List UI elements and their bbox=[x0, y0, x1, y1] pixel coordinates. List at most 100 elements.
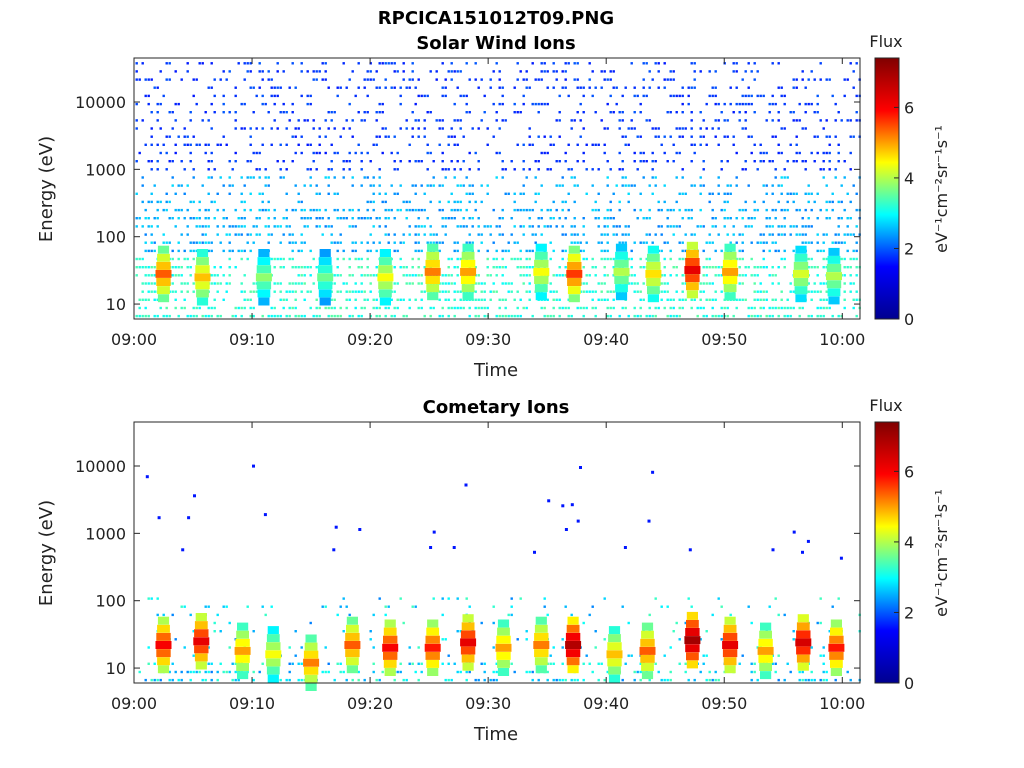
background-cell bbox=[528, 282, 531, 285]
background-cell bbox=[438, 184, 441, 187]
background-cell bbox=[363, 176, 366, 179]
background-cell bbox=[354, 306, 357, 310]
background-cell bbox=[201, 314, 204, 318]
background-cell bbox=[633, 670, 636, 674]
background-cell bbox=[735, 184, 738, 187]
background-cell bbox=[246, 233, 249, 236]
background-cell bbox=[351, 119, 354, 122]
background-cell bbox=[594, 208, 597, 212]
background-cell bbox=[417, 217, 420, 220]
background-cell bbox=[642, 94, 645, 98]
background-cell bbox=[189, 111, 192, 114]
background-cell bbox=[180, 208, 183, 212]
background-cell bbox=[195, 143, 198, 146]
background-cell bbox=[771, 62, 774, 65]
background-cell bbox=[660, 233, 663, 236]
background-cell bbox=[432, 306, 435, 310]
background-cell bbox=[597, 217, 600, 220]
background-cell bbox=[546, 168, 549, 171]
background-cell bbox=[399, 86, 402, 89]
background-cell bbox=[609, 314, 612, 318]
background-cell bbox=[309, 143, 312, 146]
background-cell bbox=[819, 678, 822, 682]
background-cell bbox=[288, 678, 291, 682]
background-cell bbox=[690, 217, 693, 220]
background-cell bbox=[744, 111, 747, 114]
background-cell bbox=[390, 298, 393, 301]
background-cell bbox=[819, 168, 822, 171]
background-cell bbox=[522, 266, 525, 269]
background-cell bbox=[240, 290, 243, 293]
background-cell bbox=[795, 86, 798, 89]
background-cell bbox=[702, 160, 705, 163]
background-cell bbox=[714, 225, 717, 228]
background-cell bbox=[201, 233, 204, 236]
background-cell bbox=[699, 282, 702, 285]
background-cell bbox=[510, 605, 513, 608]
background-cell bbox=[555, 160, 558, 163]
background-cell bbox=[501, 298, 504, 301]
background-cell bbox=[483, 290, 486, 293]
background-cell bbox=[402, 274, 405, 277]
background-cell bbox=[180, 78, 183, 81]
burst-mark bbox=[234, 622, 251, 680]
background-cell bbox=[600, 662, 603, 665]
burst-mark bbox=[317, 249, 334, 306]
background-cell bbox=[213, 298, 216, 301]
background-cell bbox=[777, 306, 780, 310]
background-cell bbox=[402, 678, 405, 682]
background-cell bbox=[183, 135, 186, 138]
background-cell bbox=[408, 225, 411, 228]
background-cell bbox=[462, 94, 465, 98]
background-cell bbox=[423, 94, 426, 98]
background-cell bbox=[750, 621, 753, 625]
background-cell bbox=[621, 605, 624, 608]
background-cell bbox=[285, 127, 288, 130]
background-cell bbox=[456, 597, 459, 600]
background-cell bbox=[738, 102, 741, 106]
background-cell bbox=[708, 192, 711, 195]
background-cell bbox=[240, 249, 243, 253]
background-cell bbox=[144, 249, 147, 253]
background-cell bbox=[771, 298, 774, 301]
background-cell bbox=[717, 266, 720, 269]
background-cell bbox=[702, 266, 705, 269]
background-cell bbox=[438, 208, 441, 212]
background-cell bbox=[333, 306, 336, 310]
background-cell bbox=[228, 670, 231, 674]
background-cell bbox=[399, 597, 402, 600]
background-cell bbox=[756, 314, 759, 318]
background-cell bbox=[228, 249, 231, 253]
background-cell bbox=[279, 176, 282, 179]
background-cell bbox=[456, 184, 459, 187]
background-cell bbox=[585, 282, 588, 285]
background-cell bbox=[735, 298, 738, 301]
background-cell bbox=[333, 314, 336, 318]
background-cell bbox=[522, 94, 525, 98]
background-cell bbox=[498, 217, 501, 220]
background-cell bbox=[735, 70, 738, 73]
background-cell bbox=[372, 298, 375, 301]
background-cell bbox=[600, 86, 603, 89]
background-cell bbox=[366, 266, 369, 269]
background-cell bbox=[756, 241, 759, 244]
background-cell bbox=[663, 257, 666, 261]
background-cell bbox=[456, 160, 459, 163]
background-cell bbox=[486, 225, 489, 228]
background-cell bbox=[384, 192, 387, 195]
background-cell bbox=[153, 274, 156, 277]
background-cell bbox=[630, 257, 633, 261]
background-cell bbox=[648, 70, 651, 73]
background-cell bbox=[555, 290, 558, 293]
background-cell bbox=[501, 257, 504, 261]
background-cell bbox=[309, 208, 312, 212]
background-cell bbox=[345, 290, 348, 293]
background-cell bbox=[645, 233, 648, 236]
background-cell bbox=[453, 306, 456, 310]
background-cell bbox=[564, 306, 567, 310]
background-cell bbox=[477, 306, 480, 310]
colorbar bbox=[874, 421, 900, 684]
background-cell bbox=[318, 217, 321, 220]
background-cell bbox=[681, 274, 684, 277]
background-cell bbox=[264, 102, 267, 106]
